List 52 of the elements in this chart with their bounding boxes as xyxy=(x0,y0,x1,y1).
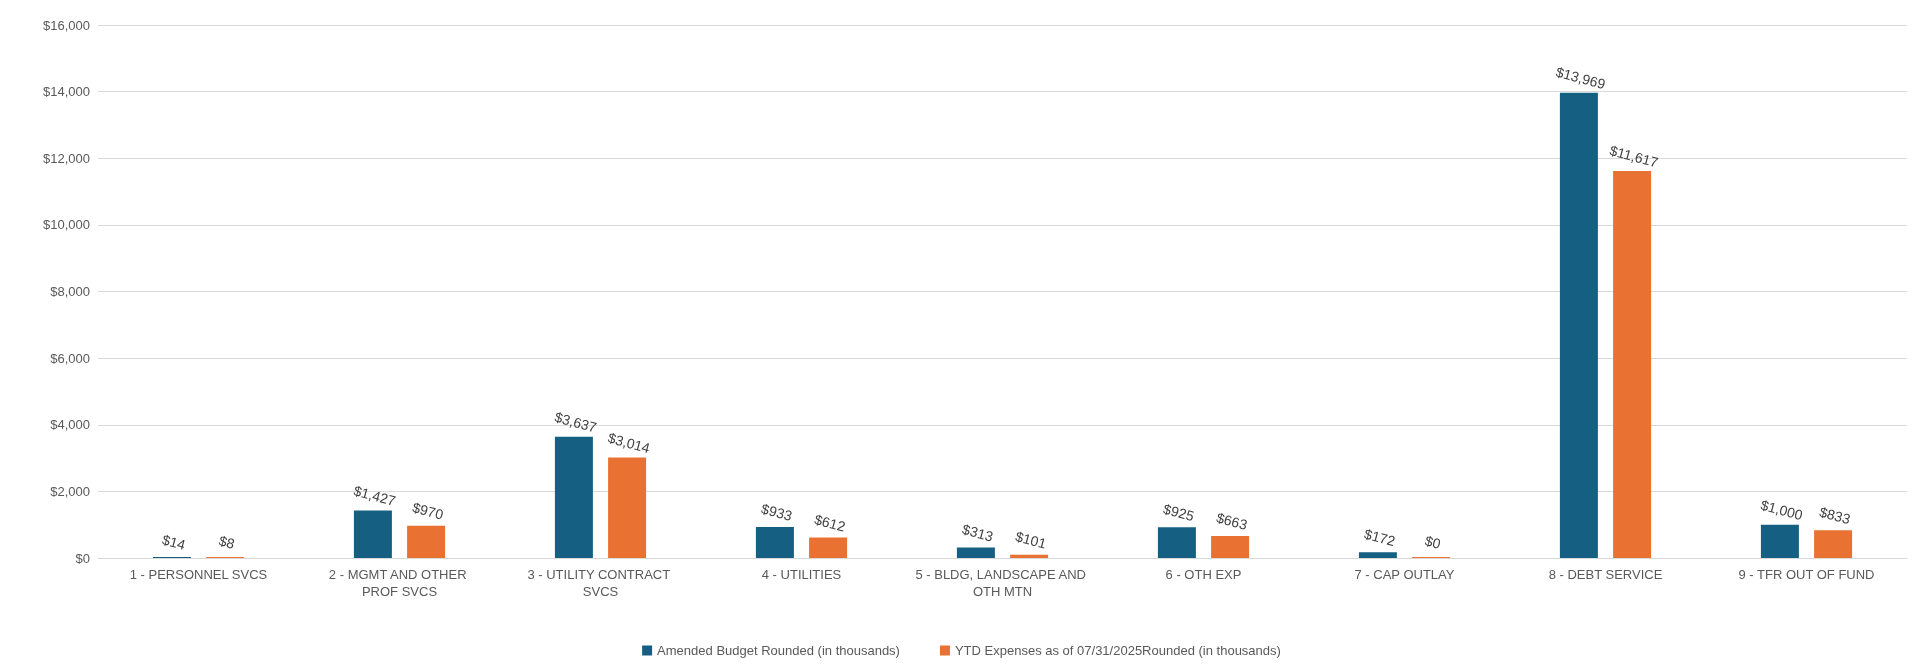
data-label: $663 xyxy=(1214,509,1250,533)
y-tick-label: $10,000 xyxy=(43,217,90,233)
data-label: $11,617 xyxy=(1607,142,1661,171)
data-label: $970 xyxy=(410,499,446,523)
bar xyxy=(1613,171,1652,558)
bar xyxy=(1211,535,1250,558)
x-tick-label: 6 - OTH EXP xyxy=(1165,567,1242,582)
x-tick-label: 7 - CAP OUTLAY xyxy=(1354,567,1455,582)
x-tick-label: 5 - BLDG, LANDSCAPE AND OTH MTN xyxy=(915,567,1090,599)
x-tick-label: 9 - TFR OUT OF FUND xyxy=(1738,567,1875,582)
x-tick-label: 8 - DEBT SERVICE xyxy=(1548,567,1663,582)
data-label: $172 xyxy=(1362,525,1398,550)
data-label: $3,637 xyxy=(552,408,599,436)
y-tick-label: $12,000 xyxy=(43,150,90,166)
y-tick-label: $8,000 xyxy=(50,284,90,299)
bar xyxy=(554,436,593,558)
data-label: $925 xyxy=(1161,500,1197,525)
data-label: $3,014 xyxy=(606,429,652,457)
bar xyxy=(407,525,446,558)
data-label: $933 xyxy=(759,500,795,524)
x-tick-label: 2 - MGMT AND OTHER PROF SVCS xyxy=(328,567,471,599)
bar xyxy=(1358,552,1397,558)
y-tick-label: $4,000 xyxy=(50,417,90,433)
y-tick-label: $2,000 xyxy=(50,483,90,499)
data-label: $833 xyxy=(1817,503,1853,528)
bar xyxy=(1760,524,1799,558)
x-tick-label: 3 - UTILITY CONTRACT SVCS xyxy=(527,567,674,599)
x-tick-label: 1 - PERSONNEL SVCS xyxy=(129,567,268,582)
y-tick-label: $16,000 xyxy=(43,17,90,33)
data-label: $313 xyxy=(960,521,996,545)
bar xyxy=(1559,92,1598,558)
data-label: $0 xyxy=(1423,532,1443,553)
data-label: $612 xyxy=(812,511,848,535)
bar xyxy=(608,457,647,558)
y-tick-label: $6,000 xyxy=(50,350,90,366)
legend-label: YTD Expenses as of 07/31/2025Rounded (in thousands) xyxy=(954,643,1281,658)
data-label: $8 xyxy=(217,532,237,553)
data-label: $13,969 xyxy=(1554,63,1608,93)
data-label: $1,427 xyxy=(351,482,398,510)
y-tick-label: $0 xyxy=(75,550,90,566)
bar xyxy=(1814,530,1853,558)
bar xyxy=(353,510,392,558)
legend-label: Amended Budget Rounded (in thousands) xyxy=(657,643,900,658)
bar xyxy=(755,526,794,558)
y-tick-label: $14,000 xyxy=(43,84,90,100)
x-tick-label: 4 - UTILITIES xyxy=(761,567,842,582)
data-label: $1,000 xyxy=(1758,496,1805,524)
bar xyxy=(956,547,995,558)
data-label: $14 xyxy=(160,531,188,554)
bar xyxy=(809,537,848,558)
bar xyxy=(1157,527,1196,558)
data-label: $101 xyxy=(1013,528,1049,552)
